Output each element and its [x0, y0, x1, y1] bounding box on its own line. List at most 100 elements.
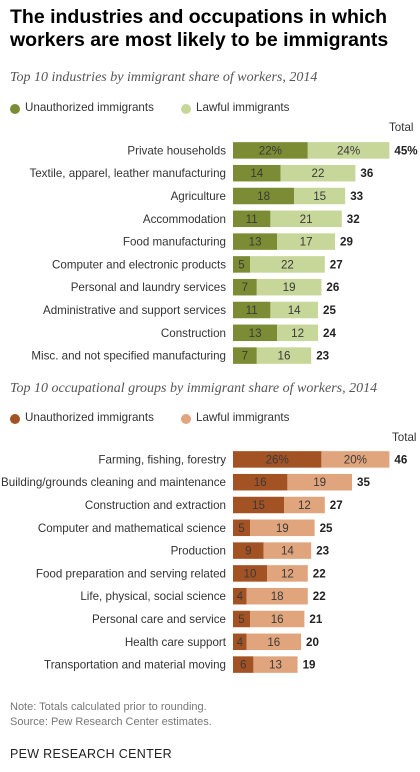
data-label-lawful: 12	[291, 327, 304, 340]
total-label: 23	[316, 350, 329, 363]
total-label: 27	[330, 258, 343, 271]
data-label-lawful: 19	[313, 476, 326, 489]
bar-unauthorized	[233, 210, 271, 228]
category-label: Food manufacturing	[123, 236, 226, 249]
data-label-lawful: 14	[281, 545, 294, 558]
bar-unauthorized	[233, 324, 278, 342]
bar-lawful	[250, 610, 305, 628]
bar-unauthorized	[233, 565, 267, 582]
data-label-lawful: 12	[281, 567, 294, 580]
occupations-total-header: Total	[392, 431, 417, 444]
data-label-unauthorized: 13	[249, 236, 262, 249]
bar-unauthorized	[233, 164, 281, 182]
bar-lawful	[294, 187, 346, 205]
data-label-lawful: 22	[312, 167, 325, 180]
industries-title: Top 10 industries by immigrant share of …	[10, 70, 318, 85]
data-label-lawful: 16	[278, 350, 291, 363]
data-label-unauthorized: 14	[250, 167, 263, 180]
category-label: Transportation and material moving	[44, 659, 226, 672]
data-label-unauthorized: 5	[238, 258, 244, 271]
category-label: Farming, fishing, forestry	[98, 453, 226, 466]
bar-lawful	[270, 210, 342, 228]
source: Source: Pew Research Center estimates.	[10, 716, 212, 728]
bar-unauthorized	[233, 587, 247, 605]
data-label-unauthorized: 9	[245, 545, 251, 558]
data-label-unauthorized: 18	[257, 190, 270, 203]
legend-swatch-unauthorized	[10, 414, 20, 424]
data-label-lawful: 13	[269, 659, 282, 672]
category-label: Agriculture	[171, 190, 226, 203]
data-label-unauthorized: 22%	[259, 144, 282, 157]
data-label-unauthorized: 7	[242, 281, 248, 294]
bar-unauthorized	[233, 633, 247, 651]
bar-unauthorized	[233, 473, 288, 491]
brand-label: PEW RESEARCH CENTER	[10, 747, 172, 761]
category-label: Life, physical, social science	[80, 590, 226, 603]
legend-label-lawful: Lawful immigrants	[196, 411, 290, 424]
total-label: 23	[316, 545, 329, 558]
category-label: Misc. and not specified manufacturing	[31, 350, 226, 363]
bar-lawful	[277, 233, 335, 250]
bar-lawful	[253, 656, 298, 673]
bar-lawful	[267, 565, 308, 582]
data-label-lawful: 19	[276, 522, 289, 535]
bar-lawful	[321, 451, 390, 468]
legend-label-lawful: Lawful immigrants	[196, 101, 290, 114]
occupations-title: Top 10 occupational groups by immigrant …	[10, 381, 378, 396]
headline: The industries and occupations in which …	[10, 6, 389, 51]
data-label-lawful: 22	[281, 258, 294, 271]
legend-label-unauthorized: Unauthorized immigrants	[25, 411, 154, 424]
data-label-unauthorized: 11	[246, 213, 258, 226]
data-label-unauthorized: 15	[252, 499, 265, 512]
total-label: 22	[313, 590, 326, 603]
data-label-unauthorized: 6	[240, 659, 246, 672]
data-label-unauthorized: 11	[246, 304, 258, 317]
total-label: 33	[350, 190, 363, 203]
category-label: Personal and laundry services	[71, 281, 227, 294]
bar-unauthorized	[233, 496, 284, 514]
bar-unauthorized	[233, 233, 278, 250]
category-label: Administrative and support services	[43, 304, 226, 317]
bar-unauthorized	[233, 656, 254, 673]
category-label: Textile, apparel, leather manufacturing	[29, 167, 226, 180]
bar-unauthorized	[233, 301, 271, 319]
data-label-unauthorized: 13	[249, 327, 262, 340]
bar-lawful	[250, 256, 325, 273]
data-label-lawful: 18	[271, 590, 284, 603]
note: Note: Totals calculated prior to roundin…	[10, 701, 207, 713]
total-label: 35	[357, 476, 370, 489]
data-label-lawful: 24%	[337, 144, 360, 157]
data-label-unauthorized: 5	[238, 613, 244, 626]
data-label-unauthorized: 10	[244, 567, 257, 580]
legend-swatch-unauthorized	[10, 104, 20, 114]
category-label: Building/grounds cleaning and maintenanc…	[1, 476, 226, 489]
category-label: Health care support	[125, 636, 227, 649]
bar-unauthorized	[233, 610, 250, 628]
data-label-lawful: 15	[313, 190, 326, 203]
category-label: Personal care and service	[92, 613, 226, 626]
data-label-unauthorized: 4	[237, 590, 244, 603]
bar-unauthorized	[233, 542, 264, 559]
bar-unauthorized	[233, 256, 250, 273]
data-label-unauthorized: 26%	[266, 453, 289, 466]
bar-lawful	[246, 587, 308, 605]
category-label: Computer and electronic products	[52, 258, 226, 271]
bar-unauthorized	[233, 278, 257, 296]
data-label-lawful: 20%	[344, 453, 367, 466]
category-label: Accommodation	[143, 213, 226, 226]
category-label: Food preparation and serving related	[36, 567, 226, 580]
data-label-unauthorized: 16	[254, 476, 267, 489]
total-label: 19	[303, 659, 316, 672]
bar-lawful	[284, 496, 325, 514]
category-label: Computer and mathematical science	[38, 522, 226, 535]
category-label: Production	[171, 545, 226, 558]
data-label-lawful: 19	[283, 281, 296, 294]
legend-label-unauthorized: Unauthorized immigrants	[25, 101, 154, 114]
bar-unauthorized	[233, 519, 250, 537]
bar-lawful	[307, 142, 390, 159]
category-label: Construction and extraction	[85, 499, 226, 512]
bar-lawful	[287, 473, 352, 491]
bar-unauthorized	[233, 451, 322, 468]
data-label-unauthorized: 7	[242, 350, 248, 363]
bar-lawful	[256, 278, 322, 296]
